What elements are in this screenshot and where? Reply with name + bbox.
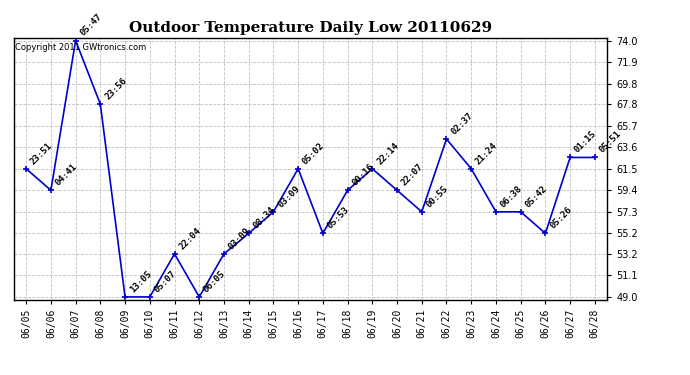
Text: 22:07: 22:07 [400,162,425,188]
Text: 05:07: 05:07 [152,269,178,294]
Text: 21:24: 21:24 [474,141,500,166]
Text: 23:51: 23:51 [29,141,55,166]
Text: 05:53: 05:53 [326,205,351,231]
Text: 06:05: 06:05 [202,269,228,294]
Text: 01:15: 01:15 [573,129,598,155]
Text: 02:37: 02:37 [449,111,475,136]
Text: 05:42: 05:42 [524,184,549,209]
Text: 03:09: 03:09 [276,184,302,209]
Text: 03:09: 03:09 [227,226,252,251]
Text: 04:41: 04:41 [54,162,79,188]
Text: 05:47: 05:47 [79,12,103,38]
Text: 05:26: 05:26 [548,205,573,231]
Text: 00:55: 00:55 [424,184,450,209]
Title: Outdoor Temperature Daily Low 20110629: Outdoor Temperature Daily Low 20110629 [129,21,492,35]
Text: 00:16: 00:16 [351,162,376,188]
Text: 08:34: 08:34 [251,205,277,231]
Text: Copyright 2011 GWtronics.com: Copyright 2011 GWtronics.com [15,43,146,52]
Text: 23:56: 23:56 [103,76,128,101]
Text: 22:14: 22:14 [375,141,400,166]
Text: 22:04: 22:04 [177,226,203,251]
Text: 05:02: 05:02 [301,141,326,166]
Text: 06:38: 06:38 [499,184,524,209]
Text: 05:51: 05:51 [598,129,623,155]
Text: 13:05: 13:05 [128,269,153,294]
